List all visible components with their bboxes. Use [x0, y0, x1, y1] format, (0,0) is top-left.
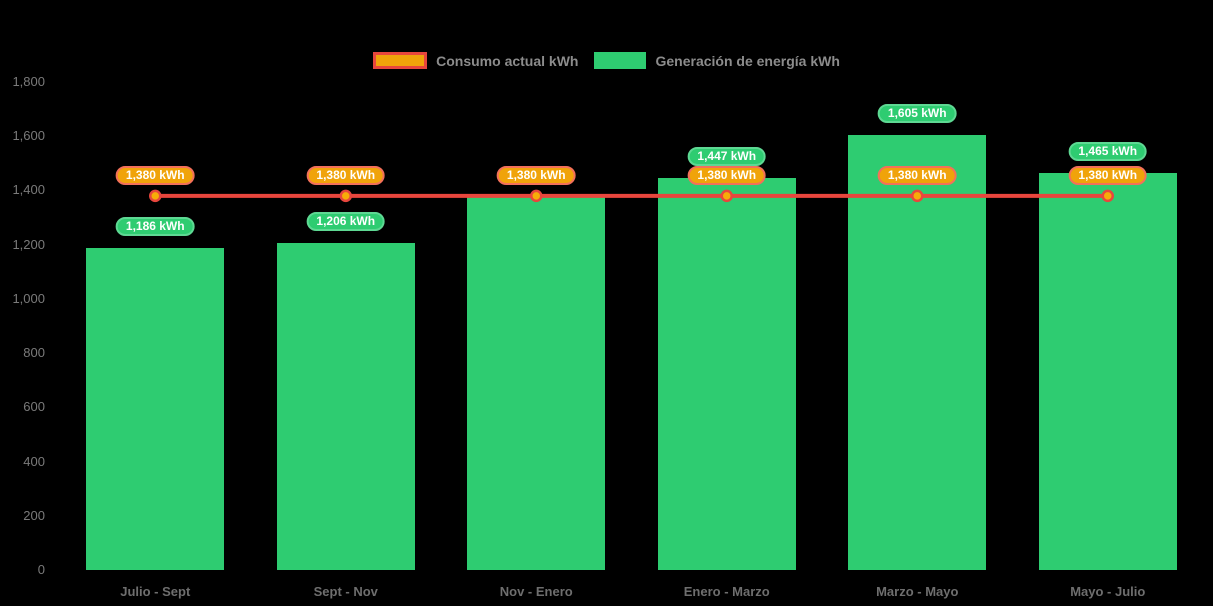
line-value-label: 1,380 kWh [687, 165, 767, 185]
bar-value-label: 1,447 kWh [687, 146, 767, 166]
line-value-label: 1,380 kWh [496, 165, 576, 185]
bar-value-label: 1,206 kWh [306, 212, 386, 232]
bar-5[interactable] [1038, 172, 1177, 570]
generacion-energia-swatch-icon [594, 52, 647, 69]
line-value-label: 1,380 kWh [877, 165, 957, 185]
legend-label-generacion-energia: Generación de energía kWh [655, 52, 840, 69]
legend-item-consumo-actual[interactable]: Consumo actual kWh [373, 52, 578, 69]
y-axis-tick-label: 1,800 [12, 74, 45, 89]
y-axis-tick-label: 600 [23, 399, 45, 415]
bar-0[interactable] [86, 248, 225, 570]
line-point-1[interactable] [339, 189, 352, 203]
x-axis-label-2: Nov - Enero [499, 584, 573, 599]
y-axis-tick-label: 1,400 [12, 182, 45, 198]
y-axis-tick-label: 400 [23, 453, 45, 469]
y-axis-tick-label: 1,000 [12, 290, 45, 306]
legend-item-generacion-energia[interactable]: Generación de energía kWh [594, 52, 840, 69]
bar-value-label: 1,465 kWh [1068, 141, 1148, 161]
consumo-actual-swatch-icon [373, 52, 428, 69]
y-axis-tick-label: 800 [23, 345, 45, 361]
bar-2[interactable] [467, 195, 606, 570]
x-axis-label-4: Marzo - Mayo [876, 584, 959, 599]
x-axis-label-1: Sept - Nov [313, 584, 378, 599]
y-axis-tick-label: 200 [23, 507, 45, 523]
line-value-label: 1,380 kWh [306, 165, 386, 185]
y-axis-tick-label: 0 [37, 562, 45, 577]
x-axis-label-5: Mayo - Julio [1070, 584, 1146, 599]
line-value-label: 1,380 kWh [115, 165, 195, 185]
y-axis-tick-label: 1,600 [12, 128, 45, 144]
line-value-label: 1,380 kWh [1068, 165, 1148, 185]
bar-value-label: 1,186 kWh [115, 217, 195, 237]
bar-4[interactable] [848, 134, 987, 570]
bar-value-label: 1,605 kWh [877, 103, 957, 123]
bar-3[interactable] [657, 177, 796, 570]
x-axis-label-0: Julio - Sept [120, 584, 191, 599]
legend-label-consumo-actual: Consumo actual kWh [436, 52, 579, 69]
y-axis-tick-label: 1,200 [12, 236, 45, 252]
bar-1[interactable] [276, 243, 415, 570]
chart-legend: Consumo actual kWh Generación de energía… [0, 52, 1213, 69]
x-axis-label-3: Enero - Marzo [683, 584, 770, 599]
line-point-0[interactable] [149, 189, 162, 203]
